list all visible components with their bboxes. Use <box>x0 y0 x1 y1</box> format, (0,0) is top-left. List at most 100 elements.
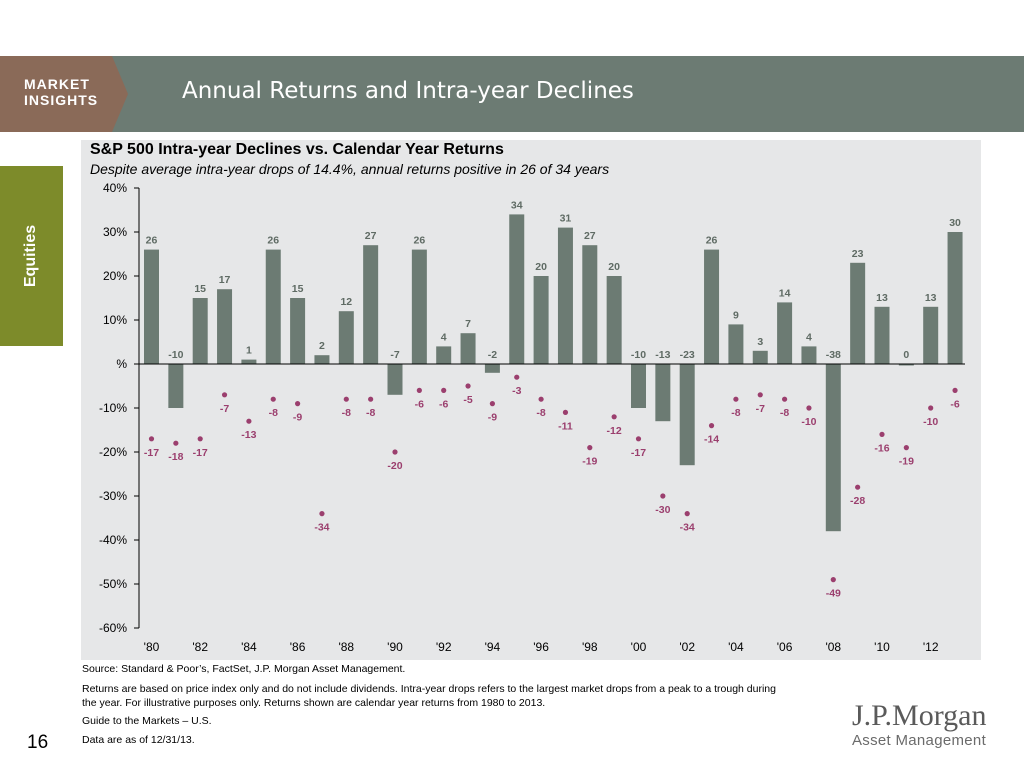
decline-point-1992 <box>441 387 447 393</box>
y-tick-label: -20% <box>99 445 127 459</box>
bar-1984 <box>241 359 257 364</box>
decline-point-1996 <box>538 396 544 402</box>
bar-label-1986: 15 <box>292 283 304 295</box>
bar-1997 <box>557 227 573 364</box>
decline-point-2006 <box>782 396 788 402</box>
decline-label-1996: -8 <box>536 407 545 419</box>
decline-label-2001: -30 <box>655 504 670 516</box>
decline-label-1999: -12 <box>607 425 622 437</box>
bar-2000 <box>631 364 646 408</box>
jpmorgan-logo: J.P.Morgan Asset Management <box>852 700 1002 750</box>
x-tick-label: '12 <box>923 640 939 654</box>
bar-label-2008: -38 <box>826 349 841 361</box>
footnote-data-date: Data are as of 12/31/13. <box>82 734 195 746</box>
decline-point-1998 <box>587 445 593 451</box>
bar-label-2006: 14 <box>779 287 791 299</box>
decline-point-1982 <box>197 436 203 442</box>
bar-2012 <box>923 306 939 364</box>
decline-label-1997: -11 <box>558 420 573 432</box>
bar-2006 <box>777 302 793 364</box>
x-tick-label: '92 <box>436 640 452 654</box>
page-number: 16 <box>27 732 49 753</box>
decline-label-1980: -17 <box>144 447 159 459</box>
x-tick-label: '86 <box>290 640 306 654</box>
decline-label-1986: -9 <box>293 412 302 424</box>
y-tick-label: -30% <box>99 489 127 503</box>
bar-2004 <box>728 324 744 364</box>
bar-label-1988: 12 <box>340 296 352 308</box>
bar-2007 <box>801 346 817 364</box>
decline-label-2005: -7 <box>756 403 765 415</box>
bar-label-1992: 4 <box>441 331 447 343</box>
decline-point-2002 <box>684 510 690 517</box>
bar-label-1987: 2 <box>319 340 325 352</box>
decline-point-2011 <box>903 445 909 451</box>
decline-point-1981 <box>173 440 179 446</box>
bar-1989 <box>363 245 379 364</box>
bar-label-2013: 30 <box>949 217 961 229</box>
bar-1980 <box>144 249 159 364</box>
bar-label-2003: 26 <box>706 235 718 247</box>
decline-point-2009 <box>855 484 861 490</box>
section-tab: Equities <box>0 166 63 346</box>
decline-point-1987 <box>319 510 325 517</box>
decline-label-2013: -6 <box>950 398 959 410</box>
decline-point-1997 <box>562 409 569 415</box>
decline-point-1999 <box>611 414 617 420</box>
bar-1995 <box>509 214 525 364</box>
x-tick-label: '02 <box>679 640 695 654</box>
decline-label-2004: -8 <box>731 407 740 419</box>
x-tick-label: '82 <box>192 640 208 654</box>
decline-label-1984: -13 <box>241 429 256 441</box>
bar-label-1980: 26 <box>146 235 158 247</box>
decline-label-2003: -14 <box>704 434 719 446</box>
bar-label-2007: 4 <box>806 331 812 343</box>
decline-label-1983: -7 <box>220 403 229 415</box>
decline-point-2013 <box>952 387 958 393</box>
bar-2003 <box>704 249 720 364</box>
decline-label-2009: -28 <box>850 495 865 507</box>
x-tick-label: '96 <box>533 640 549 654</box>
decline-point-2003 <box>708 423 715 429</box>
decline-label-2006: -8 <box>780 407 789 419</box>
chart-title: S&P 500 Intra-year Declines vs. Calendar… <box>90 141 504 158</box>
x-tick-label: '80 <box>144 640 160 654</box>
y-tick-label: -50% <box>99 577 127 591</box>
decline-label-2010: -16 <box>874 442 889 454</box>
bar-1990 <box>387 364 403 395</box>
footnote-guide: Guide to the Markets – U.S. <box>82 715 212 727</box>
market-insights-badge: MARKET INSIGHTS <box>0 56 128 132</box>
x-tick-label: '06 <box>777 640 793 654</box>
bar-label-1985: 26 <box>267 235 279 247</box>
bar-label-1990: -7 <box>390 349 399 361</box>
decline-label-1991: -6 <box>415 398 424 410</box>
decline-label-1990: -20 <box>387 460 402 472</box>
bar-label-2010: 13 <box>876 292 888 304</box>
bar-label-2002: -23 <box>680 349 695 361</box>
bar-label-1983: 17 <box>219 274 231 286</box>
decline-point-1990 <box>392 449 398 455</box>
decline-point-2001 <box>660 493 666 499</box>
bar-label-1984: 1 <box>246 345 252 357</box>
bar-label-1991: 26 <box>414 235 426 247</box>
bar-1983 <box>217 289 233 364</box>
logo-line1: J.P.Morgan <box>852 699 987 732</box>
footnote-returns-1: Returns are based on price index only an… <box>82 683 776 695</box>
decline-label-2000: -17 <box>631 447 646 459</box>
decline-point-2004 <box>733 396 739 402</box>
x-tick-label: '00 <box>631 640 647 654</box>
decline-point-1994 <box>489 401 495 407</box>
decline-point-2007 <box>806 405 812 411</box>
badge-line2: INSIGHTS <box>24 92 99 108</box>
bar-1986 <box>290 298 306 364</box>
decline-point-1983 <box>221 392 228 398</box>
decline-label-1989: -8 <box>366 407 375 419</box>
bar-1987 <box>314 355 330 364</box>
bar-1993 <box>460 333 476 364</box>
decline-point-2010 <box>879 431 885 437</box>
bar-2001 <box>655 364 671 422</box>
bar-label-2000: -10 <box>631 349 646 361</box>
decline-point-1989 <box>368 396 374 402</box>
decline-label-2008: -49 <box>826 588 841 600</box>
